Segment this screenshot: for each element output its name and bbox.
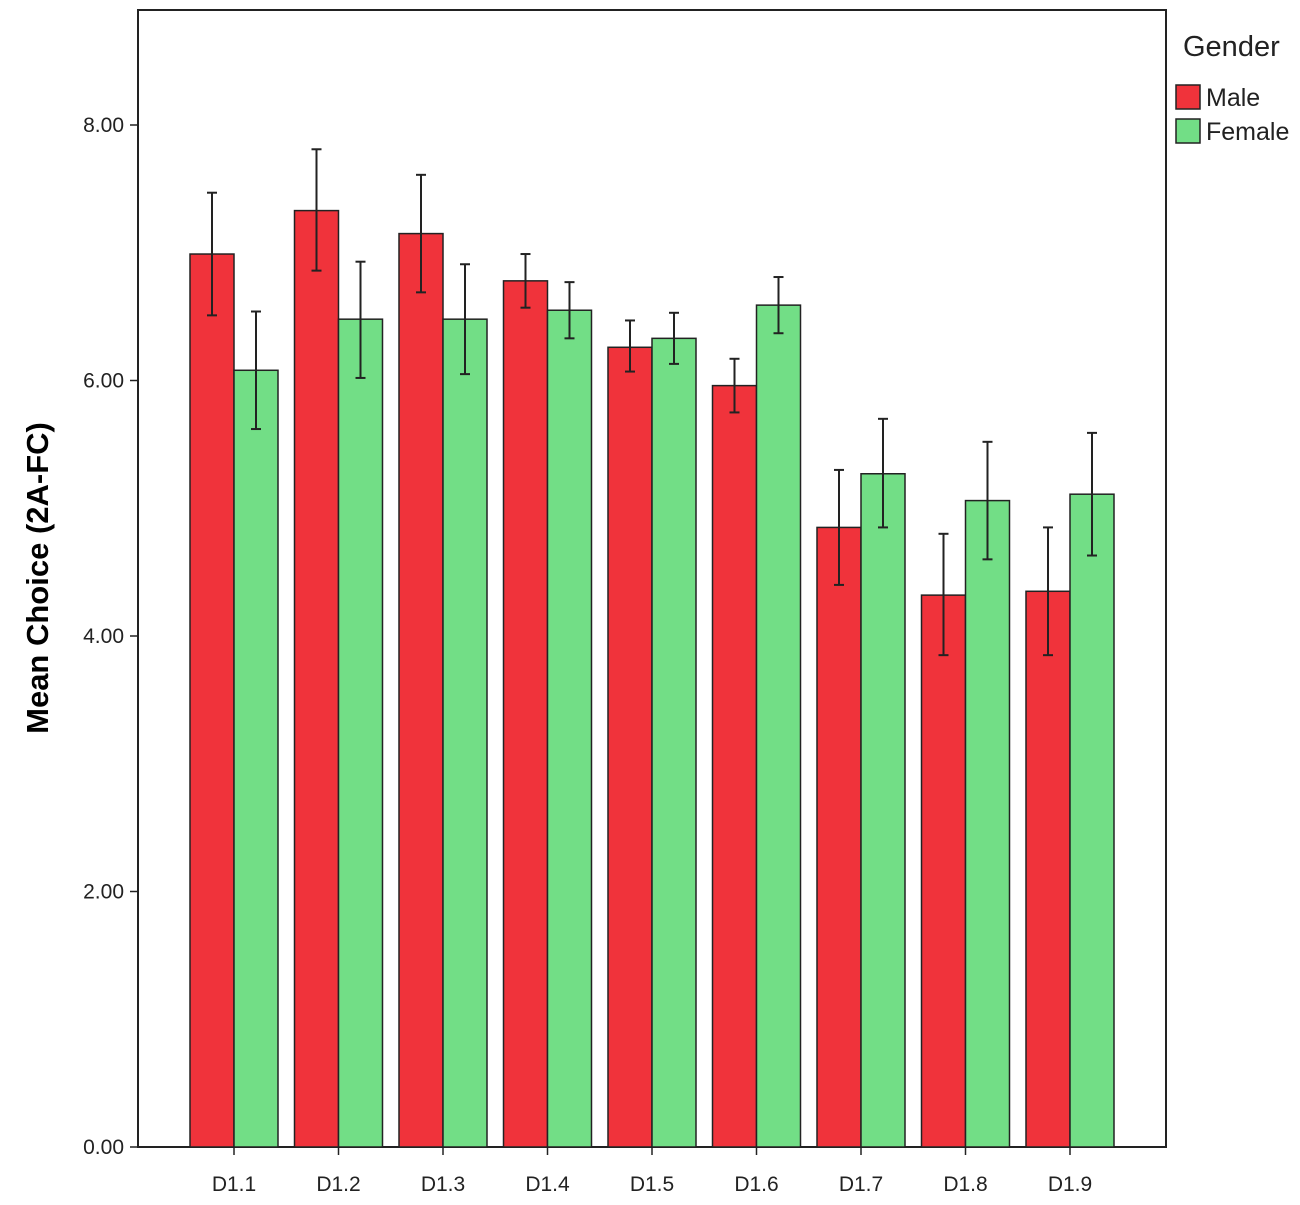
bar-female-D1-6 xyxy=(755,304,802,1148)
bar-female-D1-9 xyxy=(1069,493,1115,1148)
bar-female-D1-5 xyxy=(651,337,697,1148)
bar-male-D1-6 xyxy=(711,384,758,1148)
y-tick-label: 6.00 xyxy=(83,370,124,393)
x-tick-label: D1.7 xyxy=(839,1173,883,1196)
bar-female-D1-2 xyxy=(337,318,384,1148)
bar-male-D1-4 xyxy=(502,280,549,1148)
legend-items: Male Female xyxy=(1175,84,1289,146)
x-tick-label: D1.9 xyxy=(1048,1173,1092,1196)
bar-male-D1-2 xyxy=(293,209,340,1148)
legend-swatch-male xyxy=(1175,84,1201,110)
y-tick-label: 8.00 xyxy=(83,114,124,137)
bar-male-D1-7 xyxy=(816,526,862,1148)
legend: Gender Male Female xyxy=(1175,31,1289,146)
bar-male-D1-8 xyxy=(920,594,967,1148)
bar-male-D1-1 xyxy=(189,253,235,1148)
y-tick-label: 4.00 xyxy=(83,625,124,648)
bar-female-D1-1 xyxy=(233,369,279,1148)
y-tick-label: 2.00 xyxy=(83,881,124,904)
x-tick-label: D1.5 xyxy=(630,1173,674,1196)
x-tick-label: D1.4 xyxy=(525,1173,570,1196)
x-tick-label: D1.6 xyxy=(734,1173,778,1196)
y-tick-label: 0.00 xyxy=(83,1136,124,1159)
x-axis: D1.1 D1.2 D1.3 D1.4 D1.5 D1.6 D1.7 D1.8 D1.9 xyxy=(212,1147,1092,1196)
x-tick-label: D1.8 xyxy=(943,1173,987,1196)
legend-title: Gender xyxy=(1183,31,1280,63)
x-tick-label: D1.3 xyxy=(421,1173,465,1196)
bar-female-D1-4 xyxy=(546,309,593,1148)
legend-label-female: Female xyxy=(1206,118,1289,146)
bar-female-D1-8 xyxy=(964,499,1011,1148)
y-axis-label: Mean Choice (2A-FC) xyxy=(20,422,55,734)
bars xyxy=(189,209,1115,1148)
bar-male-D1-3 xyxy=(398,232,444,1148)
legend-swatch-female xyxy=(1175,118,1201,144)
x-tick-label: D1.1 xyxy=(212,1173,256,1196)
error-bars xyxy=(207,148,1097,657)
bar-female-D1-3 xyxy=(442,318,488,1148)
x-tick-label: D1.2 xyxy=(316,1173,360,1196)
y-axis: 0.00 2.00 4.00 6.00 8.00 xyxy=(83,114,138,1159)
bar-male-D1-9 xyxy=(1025,590,1071,1148)
legend-label-male: Male xyxy=(1206,84,1260,112)
bar-female-D1-7 xyxy=(860,473,906,1148)
bar-male-D1-5 xyxy=(607,346,653,1148)
